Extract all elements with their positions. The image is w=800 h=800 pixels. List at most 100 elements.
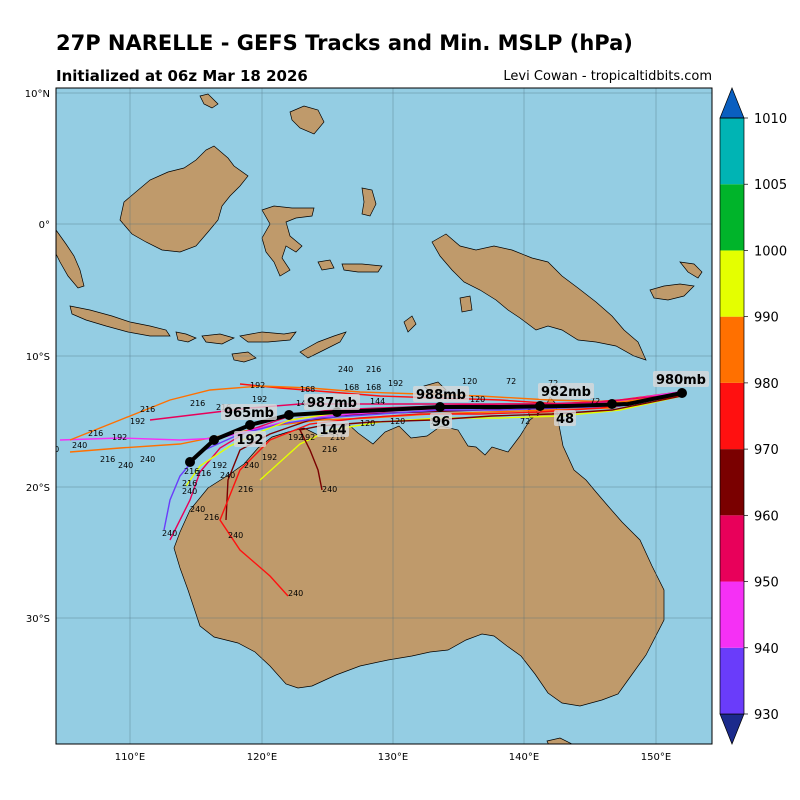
mean-track-point (435, 402, 445, 412)
mean-track-point (284, 410, 294, 420)
lon-tick-label: 110°E (115, 752, 145, 763)
member-hour-label: 240 (118, 461, 133, 470)
member-hour-label: 192 (262, 453, 277, 462)
timor-land (299, 331, 347, 359)
tasmania-land (546, 737, 573, 744)
hour-label-bg (554, 410, 576, 426)
sulawesi-land (261, 205, 315, 277)
colorbar-label: 1010 (754, 112, 787, 127)
colorbar-label: 970 (754, 443, 779, 458)
axis-labels: 10°N 0° 10°S 20°S 30°S 110°E 120°E 130°E… (25, 89, 671, 763)
mean-track-labels: 980mb 982mb 988mb 987mb 965mb 48 96 144 … (221, 371, 709, 448)
mean-track-line (188, 391, 683, 464)
member-hour-label: 216 (190, 399, 205, 408)
member-hour-label: 216 (16, 445, 31, 454)
member-hour-label: 72 (590, 397, 600, 406)
lon-tick-label: 140°E (509, 752, 539, 763)
member-hour-label: 192 (130, 417, 145, 426)
pressure-label-bg (653, 371, 709, 387)
colorbar-segment (720, 250, 744, 317)
lat-tick-label: 20°S (26, 483, 50, 494)
colorbar-segment (720, 581, 744, 648)
mean-track-point (677, 388, 687, 398)
hour-label: 192 (236, 433, 263, 448)
member-hour-label: 120 (390, 417, 405, 426)
member-hour-label: 72 (520, 417, 530, 426)
colorbar-label: 930 (754, 708, 779, 723)
hour-label-bg (234, 431, 266, 447)
colorbar-segment (720, 316, 744, 383)
colorbar-segment (720, 382, 744, 450)
page-title: 27P NARELLE - GEFS Tracks and Min. MSLP … (56, 31, 633, 55)
member-hour-label: 240 (190, 505, 205, 514)
new-britain-land (649, 283, 695, 301)
member-hour-label: 168 (300, 385, 315, 394)
java-land (69, 305, 171, 337)
member-hour-label: 216 (204, 513, 219, 522)
hour-label: 144 (319, 423, 346, 438)
mean-track-point (245, 420, 255, 430)
member-hour-label: 192 (250, 381, 265, 390)
member-hour-label: 216 (182, 479, 197, 488)
member-hour-label: 240 (220, 471, 235, 480)
colorbar-label: 940 (754, 642, 779, 657)
credit-text: Levi Cowan - tropicaltidbits.com (503, 69, 712, 84)
member-hour-label: 120 (470, 395, 485, 404)
member-hour-labels: 72 72 72 120 120 192 168 240 168 192 216 216 216 192 1… (14, 365, 600, 598)
pressure-label: 965mb (224, 406, 274, 421)
colorbar-label: 980 (754, 377, 779, 392)
colorbar-segment (720, 449, 744, 516)
colorbar-label: 1005 (754, 178, 787, 193)
colorbar-label: 950 (754, 576, 779, 591)
member-hour-label: 240 (244, 461, 259, 470)
sumatra-land (56, 229, 85, 289)
mean-track-point (607, 399, 617, 409)
member-hour-label: 216 (366, 365, 381, 374)
mean-track-point (535, 401, 545, 411)
colorbar-segment (720, 118, 744, 185)
member-hour-label: 192 (252, 395, 267, 404)
member-hour-label: 240 (14, 449, 29, 458)
seram-land (341, 263, 383, 273)
colorbar-extend-low (719, 713, 745, 745)
aru-land (459, 295, 473, 313)
member-hour-label: 168 (366, 383, 381, 392)
colorbar-label: 960 (754, 509, 779, 524)
member-hour-label: 240 (338, 365, 353, 374)
landmasses (56, 93, 703, 744)
pressure-label-bg (304, 394, 360, 410)
member-hour-label: 144 (370, 397, 385, 406)
colorbar-label: 990 (754, 311, 779, 326)
member-hour-label: 216 (322, 445, 337, 454)
lat-tick-label: 10°S (26, 352, 50, 363)
buru-land (317, 259, 335, 271)
colorbar: 930 940 950 960 970 980 990 1000 1005 1010 (719, 87, 787, 745)
member-hour-label: 72 (506, 377, 516, 386)
member-hour-label: 240 (140, 455, 155, 464)
pressure-label: 987mb (307, 396, 357, 411)
flores-land (239, 331, 297, 343)
member-hour-label: 216 (184, 467, 199, 476)
member-hour-label: 240 (228, 531, 243, 540)
mindanao-land (289, 105, 325, 135)
pressure-label: 982mb (541, 385, 591, 400)
borneo-land (119, 145, 249, 253)
member-hour-label: 240 (182, 487, 197, 496)
sumbawa-land (201, 333, 235, 345)
lat-tick-label: 10°N (25, 89, 50, 100)
colorbar-segment (720, 184, 744, 251)
colorbar-outline (719, 117, 745, 715)
new-guinea-land (431, 233, 647, 361)
pressure-label-bg (538, 383, 594, 399)
sumba-land (231, 351, 257, 363)
member-hour-label: 240 (44, 445, 59, 454)
member-hour-label: 168 (344, 383, 359, 392)
lat-tick-label: 0° (39, 220, 50, 231)
colorbar-segment (720, 515, 744, 582)
pressure-label: 980mb (656, 373, 706, 388)
member-hour-label: 192 (300, 433, 315, 442)
member-hour-label: 120 (462, 377, 477, 386)
member-track-line (259, 395, 683, 481)
halmahera-land (361, 187, 377, 217)
